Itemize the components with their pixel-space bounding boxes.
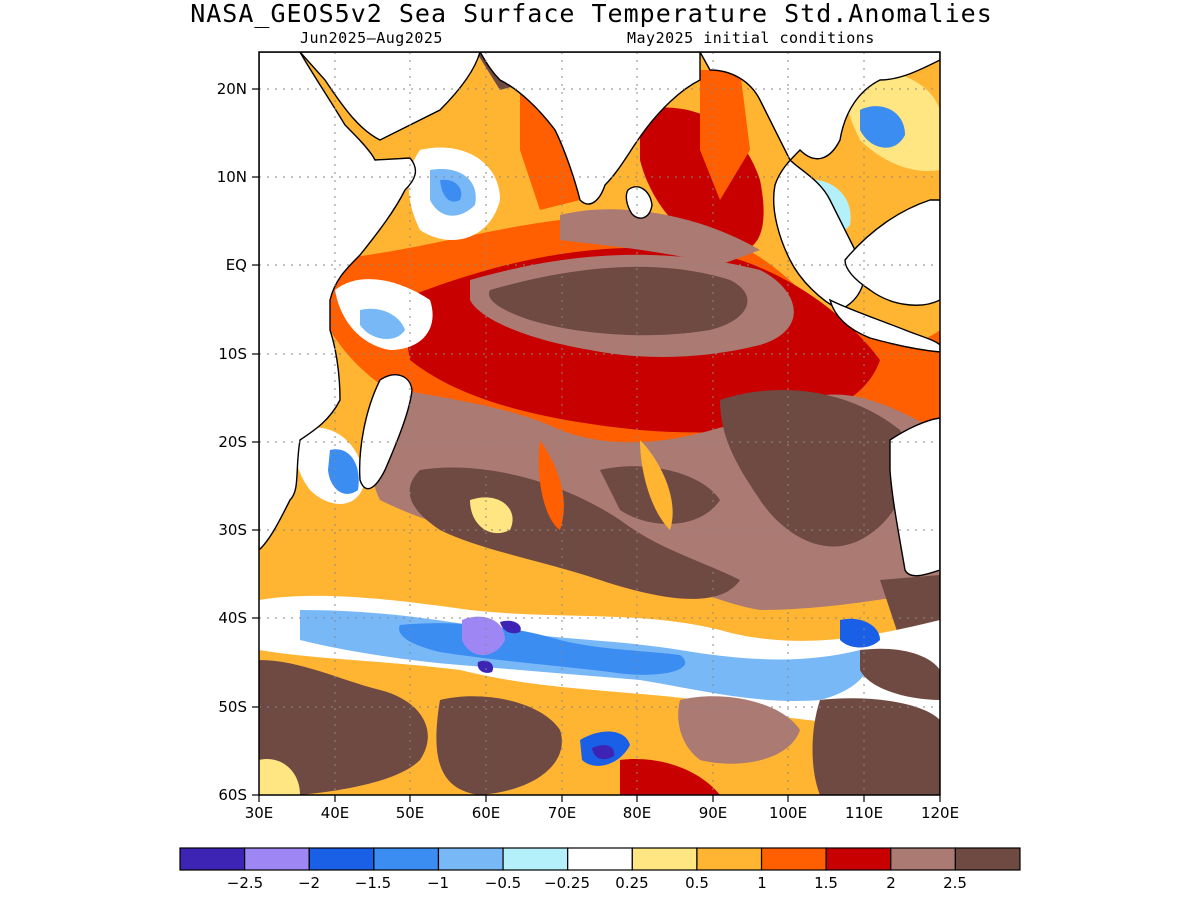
lat-tick-marks — [252, 88, 259, 796]
cool-patch-east — [840, 618, 880, 648]
lon-label: 70E — [548, 804, 577, 822]
colorbar-label: −1 — [427, 874, 449, 892]
colorbar-label: 1 — [757, 874, 767, 892]
colorbar-labels: −2.5 −2 −1.5 −1 −0.5 −0.25 0.25 0.5 1 1.… — [227, 874, 967, 892]
colorbar-swatch — [373, 847, 440, 871]
lon-label: 100E — [769, 804, 807, 822]
cool-patch-somali — [360, 308, 405, 340]
colorbar-swatch — [179, 847, 246, 871]
strongest-cool-kerguelen — [592, 745, 615, 760]
sri-lanka-land — [625, 186, 653, 219]
lon-tick-labels: 30E 40E 50E 60E 70E 80E 90E 100E 110E 12… — [245, 804, 959, 822]
lat-label: 20S — [218, 433, 247, 451]
cool-core-arabian — [440, 179, 462, 202]
strongest-cool-patch — [477, 660, 494, 673]
southeast-asia-land — [699, 52, 940, 311]
lat-label: 40S — [218, 609, 247, 627]
map-title: NASA_GEOS5v2 Sea Surface Temperature Std… — [190, 0, 993, 28]
warm-streak — [640, 440, 673, 530]
lat-tick-labels: 20N 10N EQ 10S 20S 30S 40S 50S 60S — [217, 80, 247, 804]
colorbar-label: 2 — [886, 874, 896, 892]
madagascar-land — [358, 374, 413, 490]
colorbar-label: −1.5 — [355, 874, 391, 892]
colorbar-swatch — [890, 847, 956, 871]
lat-label: 60S — [218, 786, 247, 804]
lat-label: 50S — [218, 698, 247, 716]
anomaly-25-far-south — [436, 696, 562, 795]
lat-label: 10N — [217, 168, 247, 186]
colorbar-swatch — [760, 847, 827, 871]
colorbar-swatch — [954, 847, 1021, 871]
cool-patch-mozambique — [328, 449, 359, 494]
strong-cool-patch — [462, 616, 505, 655]
colorbar-label: −0.5 — [485, 874, 521, 892]
strong-warm-far-south — [620, 759, 720, 795]
colorbar-label: −2 — [298, 874, 320, 892]
lon-label: 60E — [472, 804, 501, 822]
anomaly-25-southeast-band — [860, 648, 940, 700]
map-frame — [258, 51, 941, 796]
colorbar — [179, 847, 1021, 871]
strongest-cool-patch — [500, 620, 521, 634]
lon-label: 90E — [699, 804, 728, 822]
java-land — [828, 298, 940, 353]
india-land — [479, 52, 701, 205]
anomaly-2-far-south — [678, 696, 800, 764]
colorbar-label: 1.5 — [814, 874, 838, 892]
australia-land — [889, 417, 940, 577]
colorbar-swatch — [308, 847, 375, 871]
borneo-land — [844, 199, 940, 306]
lat-label: 10S — [218, 345, 247, 363]
lat-label: 30S — [218, 521, 247, 539]
anomaly-field — [259, 52, 940, 795]
anomaly-25-region — [489, 266, 748, 336]
anomaly-25-far-south-west — [259, 660, 428, 795]
lat-label: EQ — [226, 256, 247, 274]
lat-label: 20N — [217, 80, 247, 98]
colorbar-label: 0.5 — [685, 874, 709, 892]
colorbar-swatch — [567, 847, 633, 871]
anomaly-2-equator — [560, 209, 760, 265]
weak-warm-far-south — [259, 759, 300, 795]
arabia-land — [299, 52, 481, 141]
colorbar-label: −2.5 — [227, 874, 263, 892]
colorbar-label: 0.25 — [615, 874, 648, 892]
colorbar-swatch — [631, 847, 698, 871]
lon-label: 80E — [623, 804, 652, 822]
lon-tick-marks — [258, 795, 941, 802]
colorbar-swatch — [825, 847, 892, 871]
colorbar-swatch — [502, 847, 569, 871]
lon-label: 120E — [921, 804, 959, 822]
lon-label: 50E — [396, 804, 425, 822]
colorbar-label: −0.25 — [544, 874, 590, 892]
colorbar-swatch — [244, 847, 310, 871]
gridlines — [259, 52, 940, 795]
cool-patch-scs — [860, 106, 905, 148]
anomaly-25-southeast — [720, 390, 908, 547]
forecast-period: Jun2025–Aug2025 — [300, 29, 443, 47]
lon-label: 110E — [845, 804, 883, 822]
africa-land — [259, 52, 417, 551]
lon-label: 40E — [321, 804, 350, 822]
warm-streak — [538, 440, 564, 530]
colorbar-swatch — [696, 847, 763, 871]
weak-warm-patch — [470, 497, 513, 534]
colorbar-swatch — [437, 847, 504, 871]
initial-conditions: May2025 initial conditions — [627, 29, 875, 47]
lon-label: 30E — [245, 804, 274, 822]
anomaly-25-far-south-east — [812, 698, 940, 795]
colorbar-label: 2.5 — [943, 874, 967, 892]
warm-region-bay-north — [700, 70, 750, 200]
